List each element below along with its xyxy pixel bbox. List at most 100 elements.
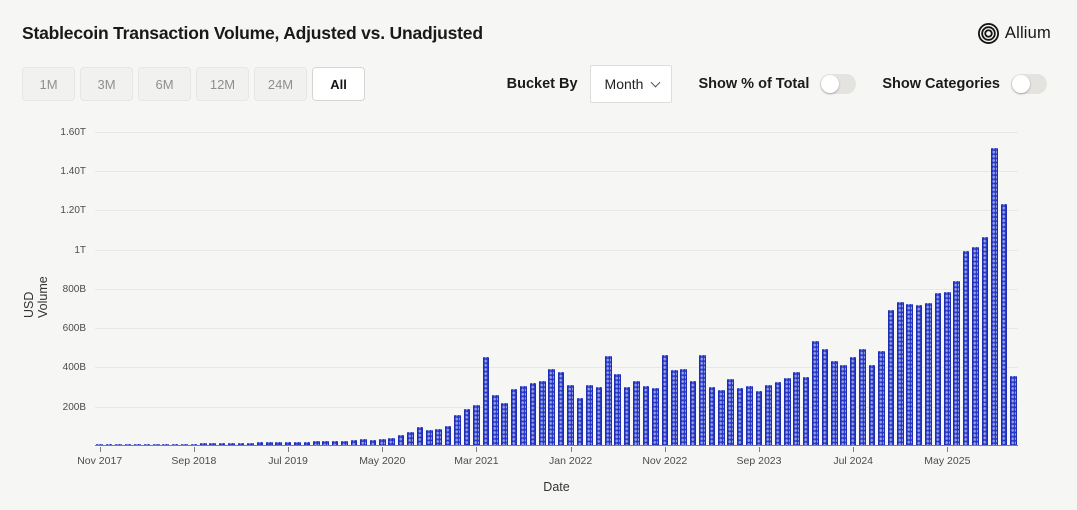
bar[interactable] xyxy=(991,148,998,445)
bar[interactable] xyxy=(896,301,904,445)
bar[interactable] xyxy=(623,387,631,445)
bar[interactable] xyxy=(275,441,282,445)
bar[interactable] xyxy=(416,426,424,445)
range-button-3m[interactable]: 3M xyxy=(80,67,133,101)
bar[interactable] xyxy=(426,430,433,445)
bar[interactable] xyxy=(595,387,603,445)
bar[interactable] xyxy=(124,444,132,445)
bar[interactable] xyxy=(435,429,443,445)
bar[interactable] xyxy=(868,365,876,445)
bar[interactable] xyxy=(849,357,857,445)
bar[interactable] xyxy=(972,246,979,445)
bar[interactable] xyxy=(981,237,989,445)
bar[interactable] xyxy=(944,291,951,445)
bar[interactable] xyxy=(350,440,358,445)
bar[interactable] xyxy=(765,384,772,445)
range-button-6m[interactable]: 6M xyxy=(138,67,191,101)
bar[interactable] xyxy=(397,434,405,445)
bar[interactable] xyxy=(322,441,330,445)
bar[interactable] xyxy=(774,381,782,445)
bar[interactable] xyxy=(501,402,508,445)
bar[interactable] xyxy=(661,355,669,445)
bar[interactable] xyxy=(256,442,264,445)
bar[interactable] xyxy=(520,386,527,445)
bar[interactable] xyxy=(388,437,395,445)
bar[interactable] xyxy=(699,354,706,445)
bar[interactable] xyxy=(510,389,518,445)
bar[interactable] xyxy=(962,250,970,445)
bar[interactable] xyxy=(96,444,103,445)
bar[interactable] xyxy=(482,357,490,445)
bar[interactable] xyxy=(859,348,866,445)
bar[interactable] xyxy=(237,443,245,445)
range-button-12m[interactable]: 12M xyxy=(196,67,249,101)
bar[interactable] xyxy=(557,371,565,445)
bar[interactable] xyxy=(642,386,650,445)
bar[interactable] xyxy=(341,440,348,445)
bar[interactable] xyxy=(539,381,546,445)
bar[interactable] xyxy=(887,309,895,445)
bar[interactable] xyxy=(576,398,584,445)
bar[interactable] xyxy=(284,442,292,445)
bar[interactable] xyxy=(925,302,932,445)
bar[interactable] xyxy=(953,280,961,445)
bar[interactable] xyxy=(605,355,612,445)
bar[interactable] xyxy=(378,439,386,445)
bar[interactable] xyxy=(614,373,621,445)
bar[interactable] xyxy=(454,414,461,445)
show-categories-toggle[interactable] xyxy=(1011,74,1047,94)
range-button-all[interactable]: All xyxy=(312,67,365,101)
bar[interactable] xyxy=(181,443,188,445)
bar[interactable] xyxy=(567,385,574,445)
range-button-24m[interactable]: 24M xyxy=(254,67,307,101)
bar[interactable] xyxy=(444,425,452,445)
bar[interactable] xyxy=(934,292,942,445)
bar[interactable] xyxy=(529,383,537,445)
bar[interactable] xyxy=(783,378,791,445)
bar[interactable] xyxy=(878,350,885,445)
bar[interactable] xyxy=(171,444,179,445)
bar[interactable] xyxy=(746,385,753,445)
bar[interactable] xyxy=(670,369,678,445)
bar[interactable] xyxy=(915,304,923,445)
bar[interactable] xyxy=(303,441,311,445)
bar[interactable] xyxy=(360,439,367,445)
bar[interactable] xyxy=(689,380,697,445)
bar[interactable] xyxy=(134,444,141,445)
bar[interactable] xyxy=(831,360,838,445)
bar[interactable] xyxy=(736,388,744,445)
bar[interactable] xyxy=(680,368,687,445)
bar[interactable] xyxy=(906,303,913,445)
bar[interactable] xyxy=(162,444,169,445)
bar[interactable] xyxy=(228,443,235,445)
bar[interactable] xyxy=(708,386,716,445)
bar[interactable] xyxy=(821,348,829,445)
bucket-by-dropdown[interactable]: Month xyxy=(589,65,673,103)
bar[interactable] xyxy=(313,441,320,445)
bar[interactable] xyxy=(218,443,226,445)
bar[interactable] xyxy=(812,340,819,445)
bar[interactable] xyxy=(143,444,151,445)
bar[interactable] xyxy=(200,443,207,445)
bar[interactable] xyxy=(491,394,499,445)
bar[interactable] xyxy=(718,389,725,445)
show-percent-toggle[interactable] xyxy=(820,74,857,94)
bar[interactable] xyxy=(633,381,640,445)
bar[interactable] xyxy=(755,391,763,445)
bar[interactable] xyxy=(331,441,339,445)
bar[interactable] xyxy=(190,443,198,445)
bar[interactable] xyxy=(209,443,216,445)
bar[interactable] xyxy=(548,369,556,445)
bar[interactable] xyxy=(294,441,301,445)
bar[interactable] xyxy=(586,384,593,445)
range-button-1m[interactable]: 1M xyxy=(22,67,75,101)
bar[interactable] xyxy=(369,439,377,445)
bar[interactable] xyxy=(802,377,810,445)
bar[interactable] xyxy=(1000,204,1008,445)
bar[interactable] xyxy=(265,442,273,445)
bar[interactable] xyxy=(105,443,113,445)
bar[interactable] xyxy=(247,442,254,445)
bar[interactable] xyxy=(463,409,471,445)
bar[interactable] xyxy=(652,388,659,445)
bar[interactable] xyxy=(1009,375,1017,445)
